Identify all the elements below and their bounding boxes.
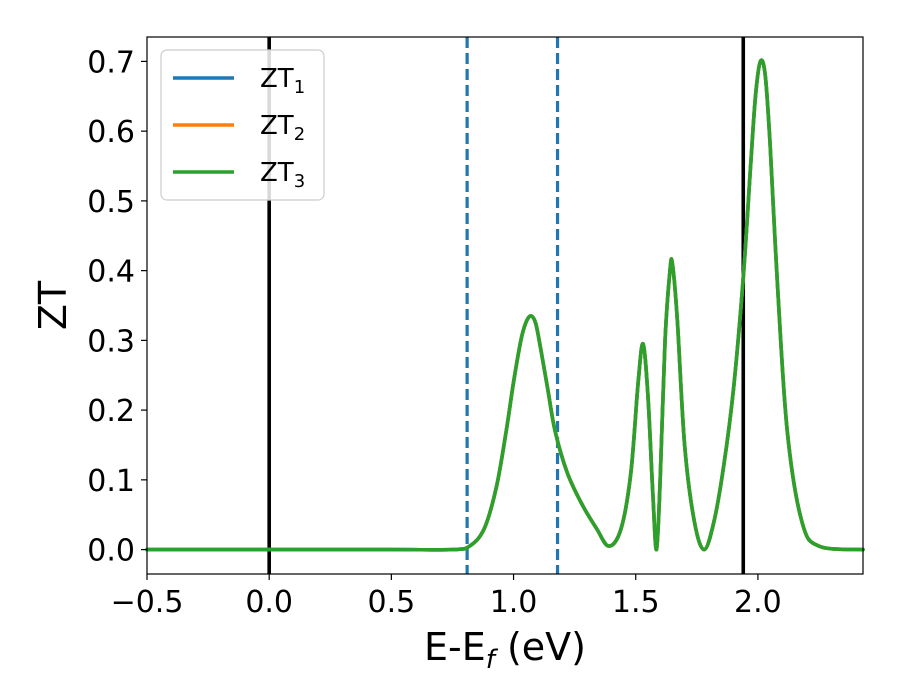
legend-box [160, 49, 325, 201]
y-tick-label: 0.4 [87, 255, 135, 290]
x-tick-label: 0.0 [245, 585, 293, 620]
series-lines [145, 58, 865, 552]
x-tick-label: 1.0 [490, 585, 538, 620]
y-axis-ticks: 0.0 0.1 0.2 0.3 0.4 0.5 0.6 0.7 [87, 45, 147, 569]
x-tick-label: −0.5 [111, 585, 184, 620]
legend-label-zt3: ZT3 [260, 158, 305, 192]
legend-label-zt2: ZT2 [260, 111, 305, 145]
series-line-zt3 [145, 58, 865, 552]
x-axis-title: E-Ef (eV) [424, 625, 586, 675]
x-axis-title-unit: (eV) [495, 625, 586, 669]
legend-label-zt1: ZT1 [260, 64, 305, 98]
x-axis-title-main: E-E [424, 625, 486, 669]
y-axis-title: ZT [31, 280, 75, 330]
y-tick-label: 0.3 [87, 324, 135, 359]
y-tick-label: 0.5 [87, 185, 135, 220]
y-tick-label: 0.1 [87, 464, 135, 499]
vertical-marker-lines [267, 37, 746, 574]
x-axis-ticks: −0.5 0.0 0.5 1.0 1.5 2.0 [111, 574, 782, 620]
x-tick-label: 0.5 [368, 585, 416, 620]
x-tick-label: 1.5 [612, 585, 660, 620]
y-tick-label: 0.6 [87, 115, 135, 150]
plot-frame [146, 36, 864, 575]
legend: ZT1 ZT2 ZT3 [160, 49, 325, 201]
y-tick-label: 0.2 [87, 394, 135, 429]
y-tick-label: 0.0 [87, 534, 135, 569]
x-tick-label: 2.0 [734, 585, 782, 620]
y-tick-label: 0.7 [87, 45, 135, 80]
